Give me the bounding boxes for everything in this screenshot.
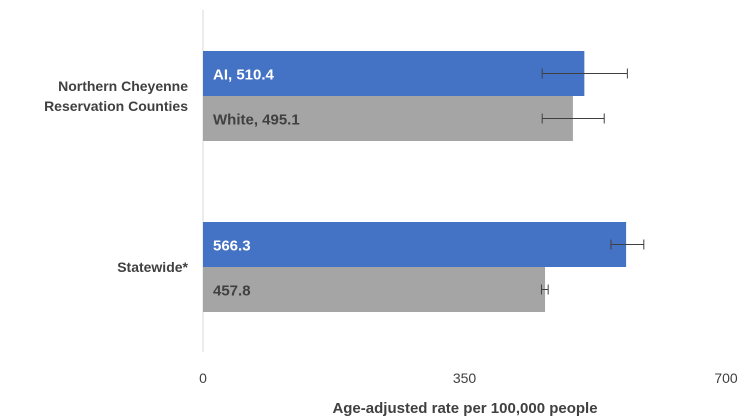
category-label: Statewide* — [117, 259, 188, 275]
bar — [203, 96, 573, 141]
bar — [203, 222, 627, 267]
data-label: 457.8 — [213, 283, 251, 300]
plot-area: 0 350 700 AI, 510.4 White, 495.1 Northern Che… — [44, 10, 738, 386]
data-label: White, 495.1 — [213, 112, 300, 129]
data-label: 566.3 — [213, 238, 251, 255]
x-axis-title: Age-adjusted rate per 100,000 people — [332, 400, 597, 417]
x-tick-label: 0 — [199, 370, 207, 386]
data-label: AI, 510.4 — [213, 67, 275, 84]
x-tick-label: 700 — [714, 370, 738, 386]
category-label: Northern Cheyenne — [58, 78, 188, 94]
x-tick-label: 350 — [453, 370, 477, 386]
bar — [203, 51, 585, 96]
category-label: Reservation Counties — [44, 98, 188, 114]
bar — [203, 267, 546, 312]
